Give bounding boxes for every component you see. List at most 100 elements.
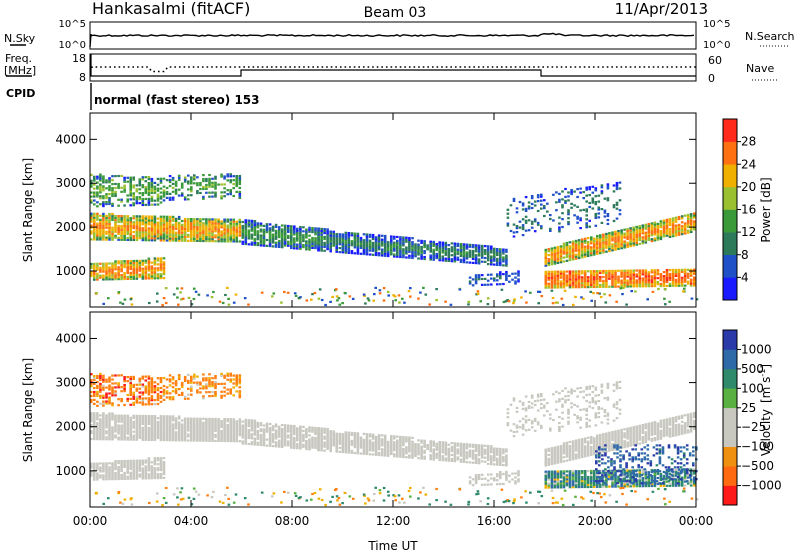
velocity-cell-1452 — [317, 447, 320, 450]
power-cell-163 — [129, 229, 132, 232]
power-cell-2760 — [629, 281, 632, 284]
velocity-cell-96 — [111, 416, 114, 419]
power-cell-1152 — [226, 175, 229, 178]
power-cell-1754 — [411, 252, 414, 256]
power-cell-1002 — [153, 203, 157, 206]
power-cell-1552 — [344, 231, 348, 234]
velocity-cell-1240 — [256, 441, 260, 444]
velocity-cell-909 — [123, 390, 126, 393]
velocity-cell-843 — [99, 386, 102, 389]
power-cell-1159 — [229, 175, 232, 178]
velocity-cell-689 — [123, 459, 126, 463]
power-cell-1205 — [244, 219, 248, 222]
velocity-cell-1207 — [247, 436, 251, 440]
velocity-cell-1111 — [205, 379, 208, 382]
power-cell-805 — [162, 265, 166, 268]
power-cell-1613 — [365, 241, 369, 244]
power-cell-1273 — [265, 227, 269, 230]
power-cell-2826 — [653, 283, 657, 286]
velocity-cell-442 — [199, 421, 202, 424]
power-cell-251 — [150, 221, 154, 224]
power-cell-1066 — [180, 184, 184, 187]
power-cell-2738 — [620, 273, 623, 276]
velocity-cell-278 — [159, 439, 163, 442]
power-cell-2809 — [647, 285, 651, 288]
velocity-cell-1161 — [232, 394, 235, 397]
power-cell-563 — [232, 232, 235, 235]
power-cell-2149 — [571, 254, 575, 257]
power-cell-2999 — [543, 199, 546, 202]
power-cell-670 — [117, 266, 120, 269]
power-cell-2010 — [505, 256, 508, 259]
power-cell-1409 — [305, 228, 308, 231]
power-cell-2225 — [596, 246, 599, 249]
velocity-cell-364 — [177, 415, 181, 418]
velocity-cell-841 — [99, 390, 102, 393]
velocity-cell-1402 — [305, 443, 308, 447]
power-cell-2950 — [518, 200, 522, 204]
velocity-cell-41 — [99, 430, 102, 433]
power-cell-1194 — [244, 241, 248, 244]
power-cell-2779 — [635, 279, 638, 282]
power-cell-769 — [150, 267, 154, 270]
velocity-cell-1412 — [308, 444, 311, 447]
power-cell-1470 — [320, 235, 323, 238]
power-cell-950 — [138, 202, 142, 205]
power-cell-786 — [156, 267, 160, 270]
velocity-cell-445 — [202, 439, 205, 442]
power-cell-2413 — [656, 234, 660, 237]
power-cell-1817 — [435, 252, 438, 256]
velocity-cell-1569 — [350, 433, 354, 436]
power-cell-18 — [93, 222, 96, 225]
velocity-cell-1457 — [317, 437, 320, 440]
power-cell-2550 — [550, 270, 554, 273]
power-cell-3015 — [558, 216, 561, 219]
power-cell-493 — [214, 236, 217, 239]
velocity-cell-386 — [183, 417, 187, 420]
power-cell-2804 — [644, 277, 648, 280]
power-cell-1949 — [480, 244, 484, 247]
power-cell-268 — [156, 237, 160, 240]
power-cell-2440 — [665, 230, 669, 233]
power-cell-517 — [220, 234, 223, 237]
power-cell-3051 — [576, 195, 579, 199]
power-cell-3099 — [597, 200, 601, 203]
power-cell-2076 — [544, 250, 548, 253]
power-cell-1379 — [296, 227, 299, 230]
power-cell-466 — [205, 220, 208, 223]
power-cell-1354 — [290, 233, 293, 236]
power-cell-2101 — [553, 248, 557, 251]
power-cell-763 — [147, 257, 151, 260]
power-cell-1539 — [341, 237, 345, 240]
power-cell-1936 — [477, 254, 481, 257]
velocity-cell-1039 — [168, 396, 172, 399]
velocity-cell-340 — [171, 417, 175, 420]
power-cell-2136 — [565, 243, 569, 247]
power-cell-303 — [162, 215, 166, 218]
power-cell-1662 — [380, 240, 384, 243]
power-cell-1751 — [408, 236, 411, 240]
power-cell-2948 — [518, 226, 522, 229]
power-cell-3194 — [630, 290, 633, 293]
power-cell-1001 — [150, 177, 154, 181]
power-cell-378 — [183, 233, 187, 236]
velocity-cell-341 — [171, 415, 175, 418]
power-cell-943 — [135, 202, 139, 205]
velocity-cell-274 — [156, 425, 160, 428]
power-cell-1582 — [356, 248, 360, 251]
power-cell-1578 — [353, 234, 357, 237]
power-cell-416 — [193, 226, 196, 229]
power-cell-1465 — [320, 245, 323, 248]
power-cell-2547 — [550, 276, 554, 279]
power-cell-1297 — [274, 243, 278, 246]
power-cell-1619 — [368, 249, 372, 252]
velocity-cell-444 — [199, 417, 202, 420]
power-cell-2867 — [668, 269, 672, 272]
power-cell-1023 — [159, 181, 163, 184]
power-cell-1500 — [329, 240, 332, 243]
power-cell-2383 — [644, 223, 648, 226]
power-cell-1853 — [447, 253, 451, 257]
power-cell-243 — [150, 237, 154, 240]
power-cell-2361 — [638, 233, 641, 236]
power-cell-2710 — [611, 283, 614, 286]
